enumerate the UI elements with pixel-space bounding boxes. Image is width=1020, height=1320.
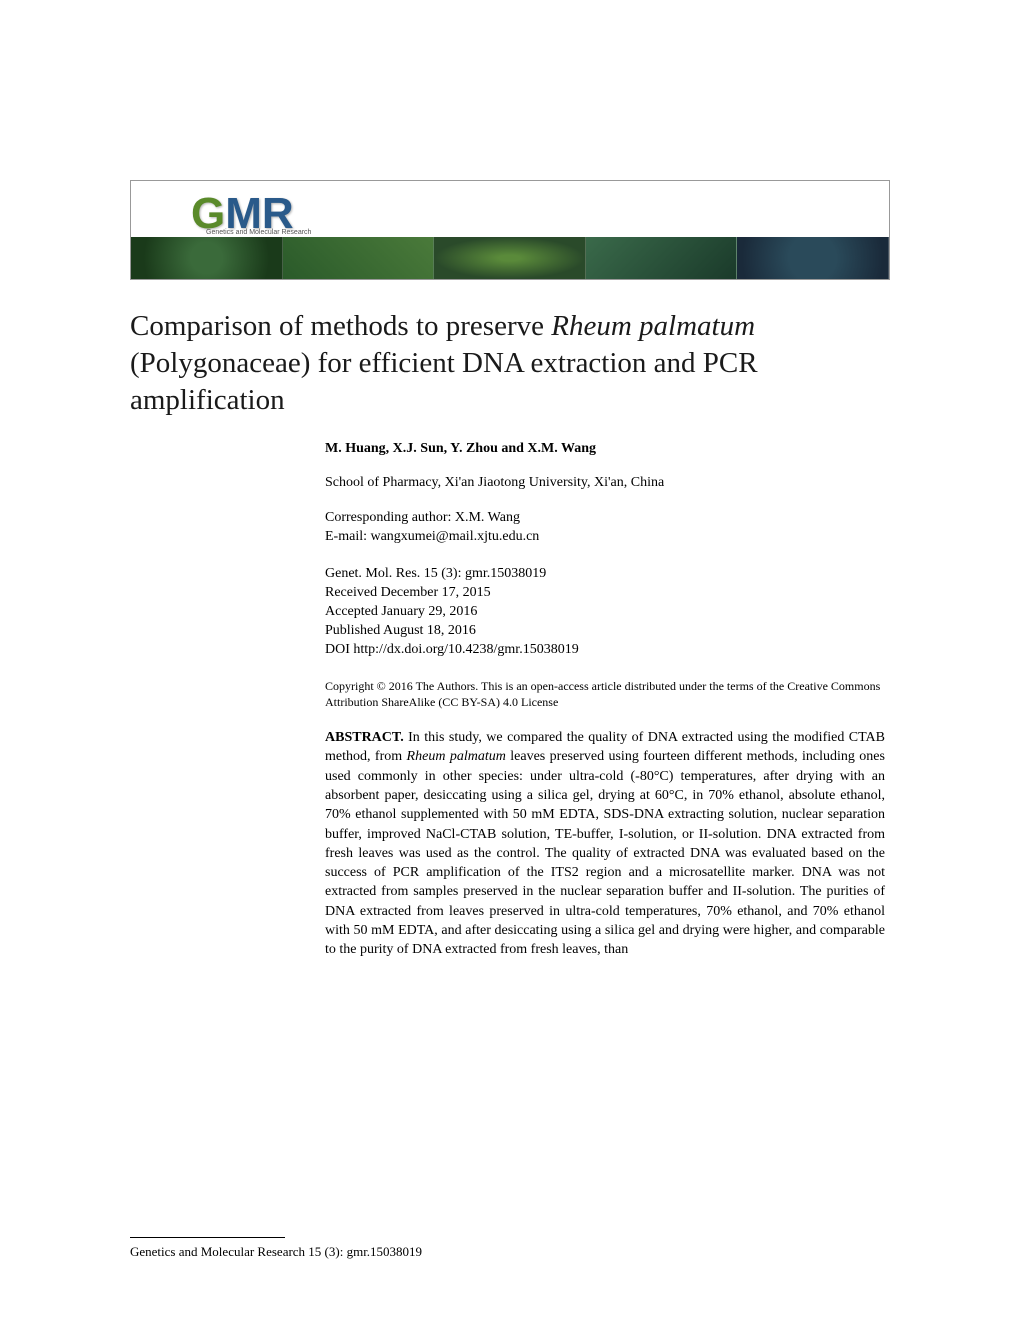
- page-footer: Genetics and Molecular Research 15 (3): …: [130, 1237, 422, 1260]
- doi-link: DOI http://dx.doi.org/10.4238/gmr.150380…: [325, 641, 885, 660]
- journal-banner: G MR Genetics and Molecular Research: [130, 180, 890, 280]
- affiliation: School of Pharmacy, Xi'an Jiaotong Unive…: [325, 475, 885, 491]
- article-metadata-block: M. Huang, X.J. Sun, Y. Zhou and X.M. Wan…: [325, 441, 885, 959]
- banner-segment: [737, 237, 889, 279]
- publication-info: Genet. Mol. Res. 15 (3): gmr.15038019 Re…: [325, 565, 885, 659]
- corresponding-author: Corresponding author: X.M. Wang E-mail: …: [325, 509, 885, 547]
- journal-citation: Genet. Mol. Res. 15 (3): gmr.15038019: [325, 565, 885, 584]
- accepted-date: Accepted January 29, 2016: [325, 603, 885, 622]
- corresponding-email: E-mail: wangxumei@mail.xjtu.edu.cn: [325, 528, 885, 547]
- footer-citation: Genetics and Molecular Research 15 (3): …: [130, 1244, 422, 1260]
- footer-divider: [130, 1237, 285, 1238]
- banner-segment: [586, 237, 738, 279]
- banner-image-strip: [131, 237, 889, 279]
- article-title: Comparison of methods to preserve Rheum …: [130, 308, 890, 419]
- published-date: Published August 18, 2016: [325, 622, 885, 641]
- banner-segment: [283, 237, 435, 279]
- copyright-notice: Copyright © 2016 The Authors. This is an…: [325, 678, 885, 710]
- banner-segment: [131, 237, 283, 279]
- authors-list: M. Huang, X.J. Sun, Y. Zhou and X.M. Wan…: [325, 441, 885, 457]
- banner-segment: [434, 237, 586, 279]
- logo-subtitle: Genetics and Molecular Research: [206, 229, 311, 236]
- corresponding-name: Corresponding author: X.M. Wang: [325, 509, 885, 528]
- abstract-label: ABSTRACT.: [325, 730, 404, 745]
- abstract-text: ABSTRACT. In this study, we compared the…: [325, 728, 885, 960]
- received-date: Received December 17, 2015: [325, 584, 885, 603]
